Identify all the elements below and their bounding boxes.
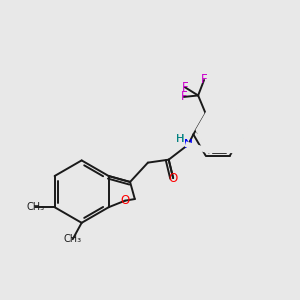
Polygon shape bbox=[198, 109, 247, 151]
Text: N: N bbox=[184, 138, 192, 151]
Text: CH₃: CH₃ bbox=[64, 234, 82, 244]
Text: CH₃: CH₃ bbox=[26, 202, 44, 212]
Text: F: F bbox=[201, 74, 207, 86]
Text: O: O bbox=[169, 172, 178, 184]
Text: N: N bbox=[184, 138, 192, 151]
Text: H: H bbox=[176, 134, 184, 144]
Text: O: O bbox=[120, 194, 130, 207]
Text: H: H bbox=[176, 134, 184, 144]
Text: F: F bbox=[181, 90, 187, 104]
Text: F: F bbox=[182, 81, 188, 94]
